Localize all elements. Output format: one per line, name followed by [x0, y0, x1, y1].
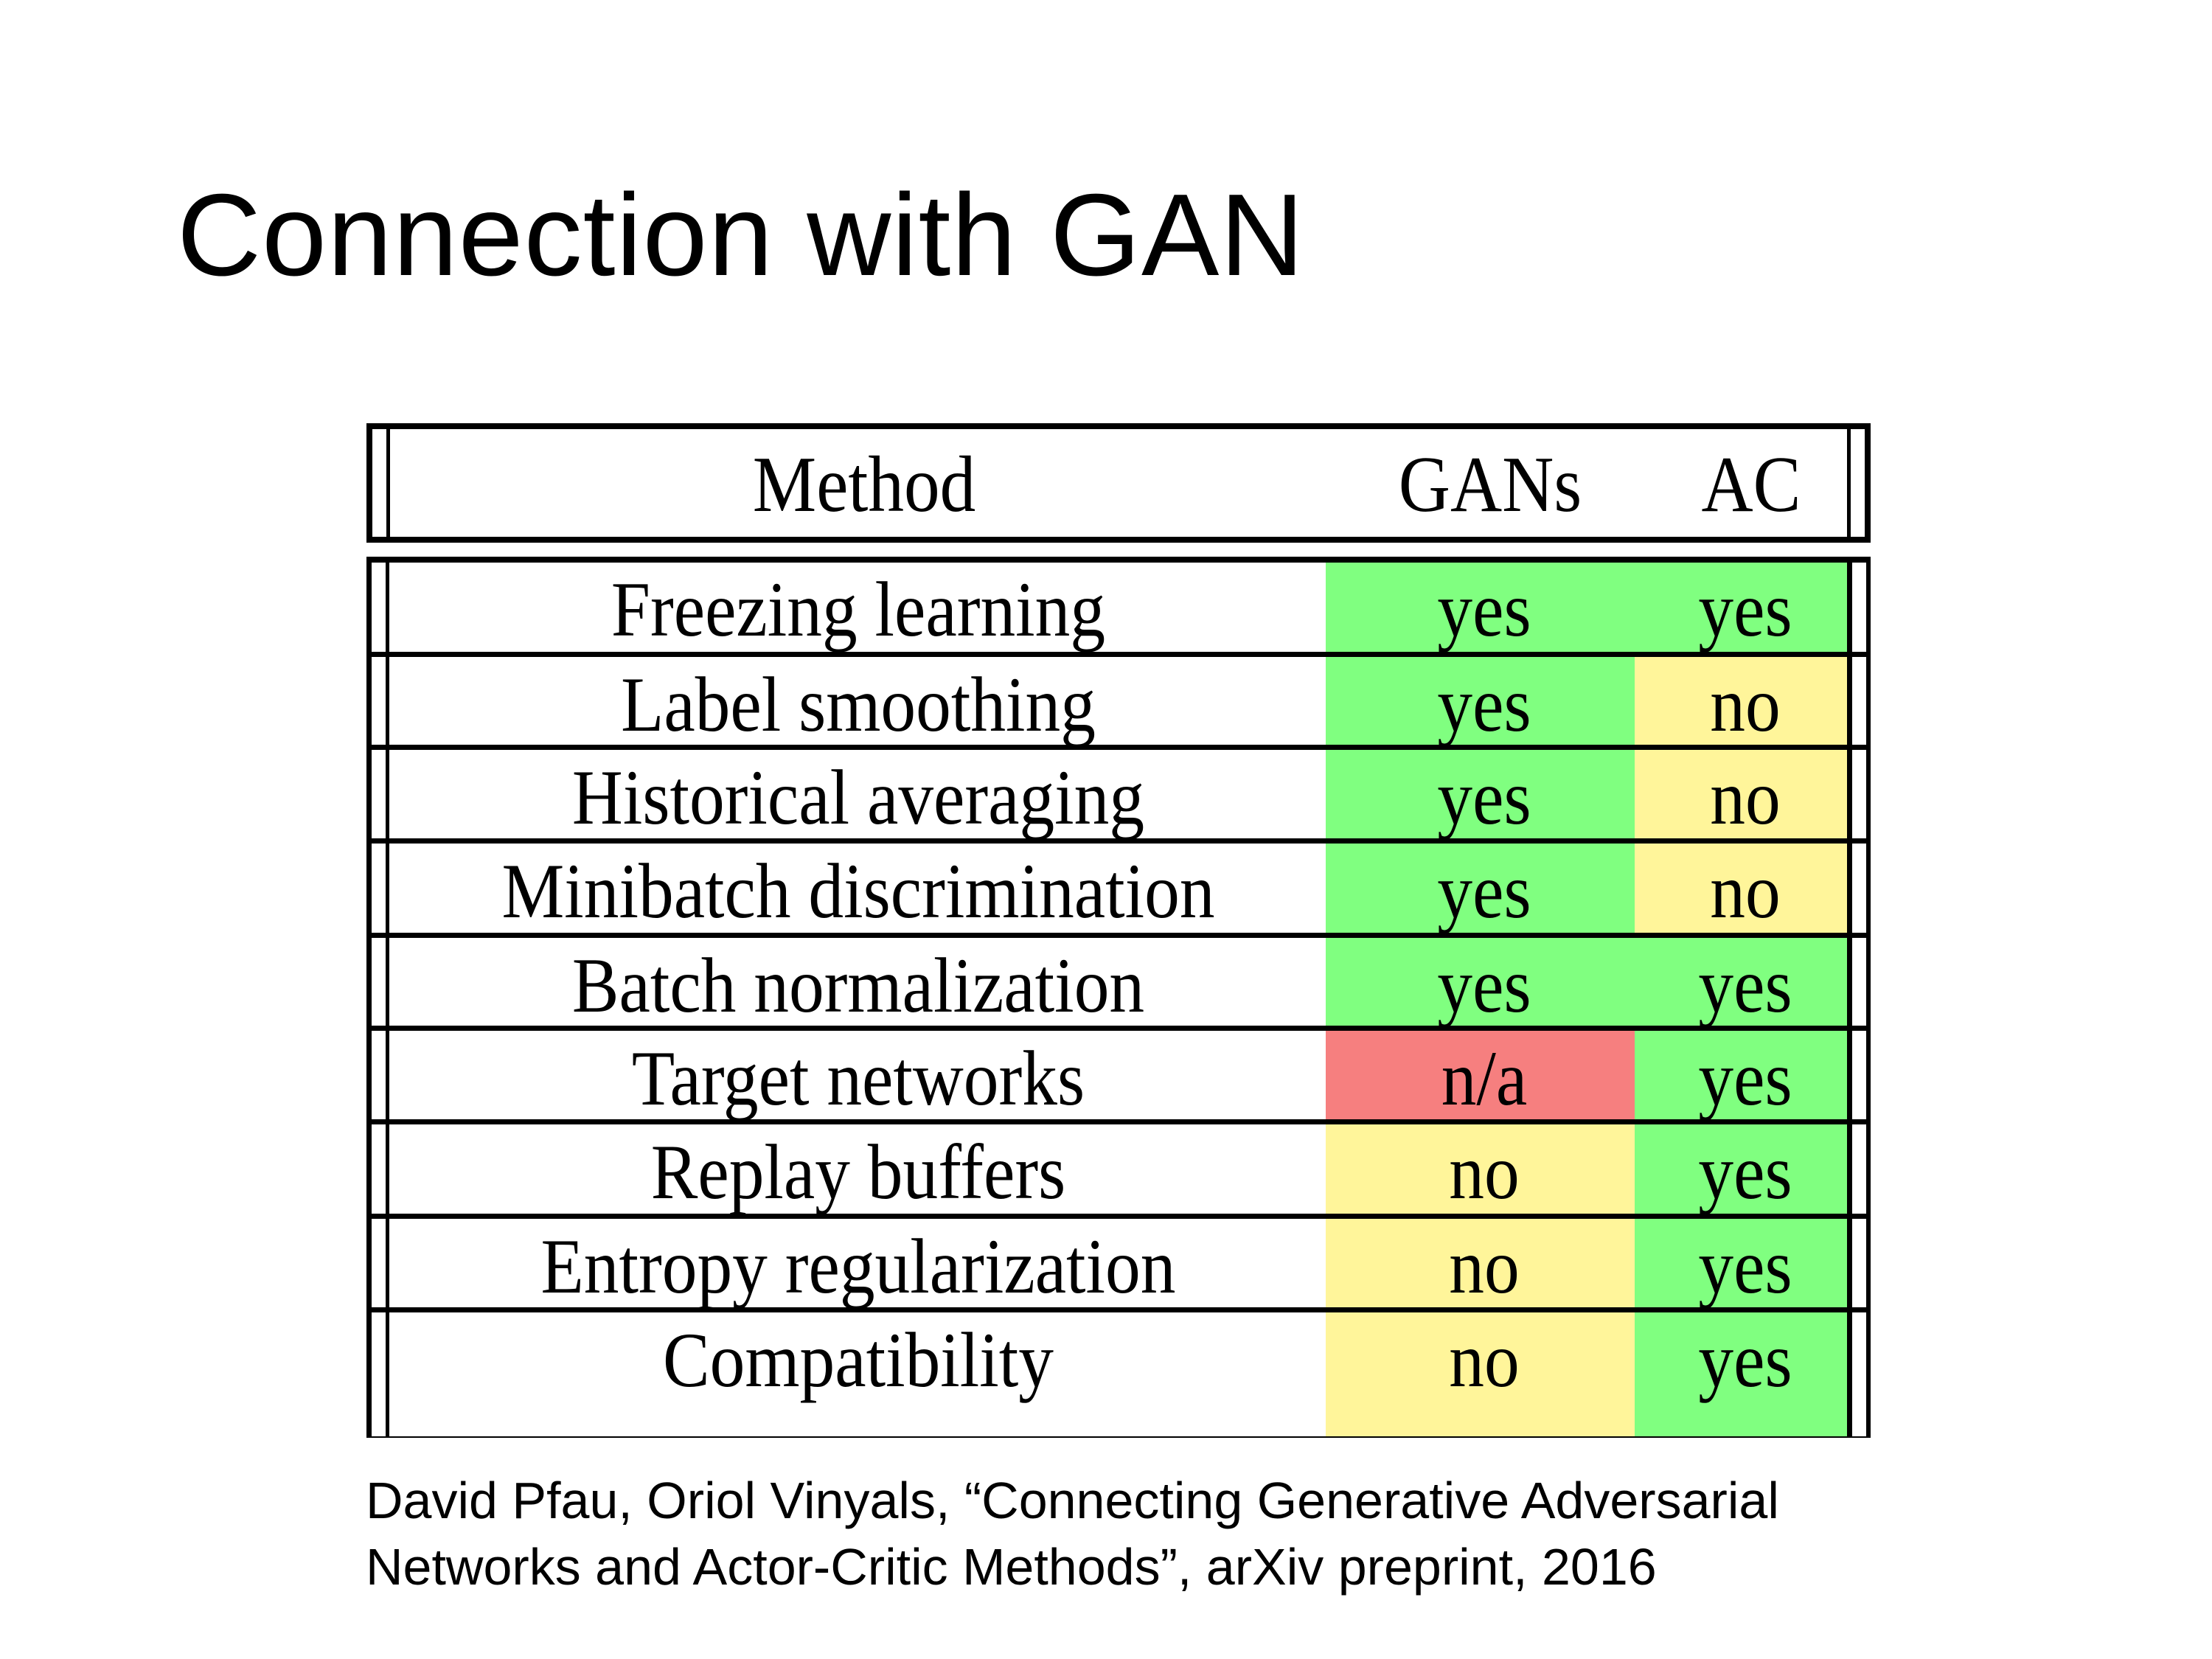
gans-value: no	[1449, 1223, 1520, 1310]
row-divider	[366, 557, 1871, 563]
method-cell: Replay buffers	[650, 1129, 1066, 1215]
citation: David Pfau, Oriol Vinyals, “Connecting G…	[366, 1467, 1779, 1600]
gans-cell	[1326, 747, 1635, 841]
ac-cell	[1635, 841, 1848, 935]
method-cell: Batch normalization	[571, 942, 1145, 1029]
row-divider	[366, 1026, 1871, 1031]
gans-cell	[1326, 841, 1635, 935]
citation-line-1: David Pfau, Oriol Vinyals, “Connecting G…	[366, 1472, 1779, 1529]
table-row: Minibatch discrimination yes no	[366, 841, 1871, 935]
table-border-line	[366, 559, 372, 1438]
ac-value: yes	[1698, 1035, 1792, 1121]
row-divider	[366, 1307, 1871, 1312]
ac-cell	[1635, 1310, 1848, 1438]
gans-value: n/a	[1441, 1035, 1528, 1121]
ac-value: no	[1710, 661, 1781, 748]
header-ac: AC	[1701, 441, 1801, 529]
table-row: Target networks n/a yes	[366, 1028, 1871, 1121]
gans-value: no	[1449, 1129, 1520, 1215]
row-divider	[366, 745, 1871, 750]
ac-value: no	[1710, 754, 1781, 841]
gans-cell	[1326, 935, 1635, 1028]
ac-value: no	[1710, 848, 1781, 934]
method-cell: Minibatch discrimination	[501, 848, 1215, 934]
method-cell: Compatibility	[662, 1317, 1054, 1403]
gans-value: yes	[1437, 848, 1531, 934]
ac-value: yes	[1698, 1129, 1792, 1215]
table-row: Replay buffers no yes	[366, 1121, 1871, 1216]
row-divider	[366, 838, 1871, 844]
gans-cell	[1326, 1216, 1635, 1310]
header-method: Method	[752, 441, 976, 529]
gans-cell	[1326, 1121, 1635, 1216]
method-cell: Entropy regularization	[540, 1223, 1176, 1310]
gans-cell	[1326, 654, 1635, 747]
ac-cell	[1635, 559, 1848, 654]
ac-value: yes	[1698, 1317, 1792, 1403]
ac-cell	[1635, 935, 1848, 1028]
header-gans: GANs	[1398, 441, 1582, 529]
row-divider	[366, 652, 1871, 657]
gans-cell	[1326, 1028, 1635, 1121]
method-cell: Target networks	[631, 1035, 1085, 1121]
method-cell: Label smoothing	[621, 661, 1096, 748]
method-cell: Freezing learning	[611, 566, 1106, 653]
citation-line-2: Networks and Actor-Critic Methods”, arXi…	[366, 1538, 1657, 1596]
table-bottom-line	[366, 1436, 1871, 1438]
gans-cell	[1326, 559, 1635, 654]
ac-value: yes	[1698, 942, 1792, 1029]
gans-cell	[1326, 1310, 1635, 1438]
gans-value: yes	[1437, 661, 1531, 748]
ac-value: yes	[1698, 1223, 1792, 1310]
table-row: Freezing learning yes yes	[366, 559, 1871, 654]
gans-value: yes	[1437, 942, 1531, 1029]
table-row: Compatibility no yes	[366, 1310, 1871, 1438]
ac-cell	[1635, 1121, 1848, 1216]
table-row: Batch normalization yes yes	[366, 935, 1871, 1028]
slide-title: Connection with GAN	[177, 170, 1305, 300]
header-left-inner-line	[386, 429, 390, 537]
ac-cell	[1635, 654, 1848, 747]
header-right-inner-line	[1847, 429, 1851, 537]
table-row: Historical averaging yes no	[366, 747, 1871, 841]
table-border-line	[1847, 559, 1852, 1438]
gans-value: no	[1449, 1317, 1520, 1403]
ac-cell	[1635, 747, 1848, 841]
row-divider	[366, 933, 1871, 938]
method-cell: Historical averaging	[571, 754, 1145, 841]
row-divider	[366, 1119, 1871, 1124]
ac-cell	[1635, 1216, 1848, 1310]
table-border-line	[386, 559, 389, 1438]
table-border-line	[1866, 559, 1871, 1438]
comparison-table: Freezing learning yes yes Label smoothing ye…	[366, 557, 1871, 1438]
ac-value: yes	[1698, 566, 1792, 653]
table-row: Label smoothing yes no	[366, 654, 1871, 747]
table-row: Entropy regularization no yes	[366, 1216, 1871, 1310]
gans-value: yes	[1437, 566, 1531, 653]
gans-value: yes	[1437, 754, 1531, 841]
row-divider	[366, 1214, 1871, 1219]
ac-cell	[1635, 1028, 1848, 1121]
table-header: Method GANs AC	[366, 423, 1871, 543]
